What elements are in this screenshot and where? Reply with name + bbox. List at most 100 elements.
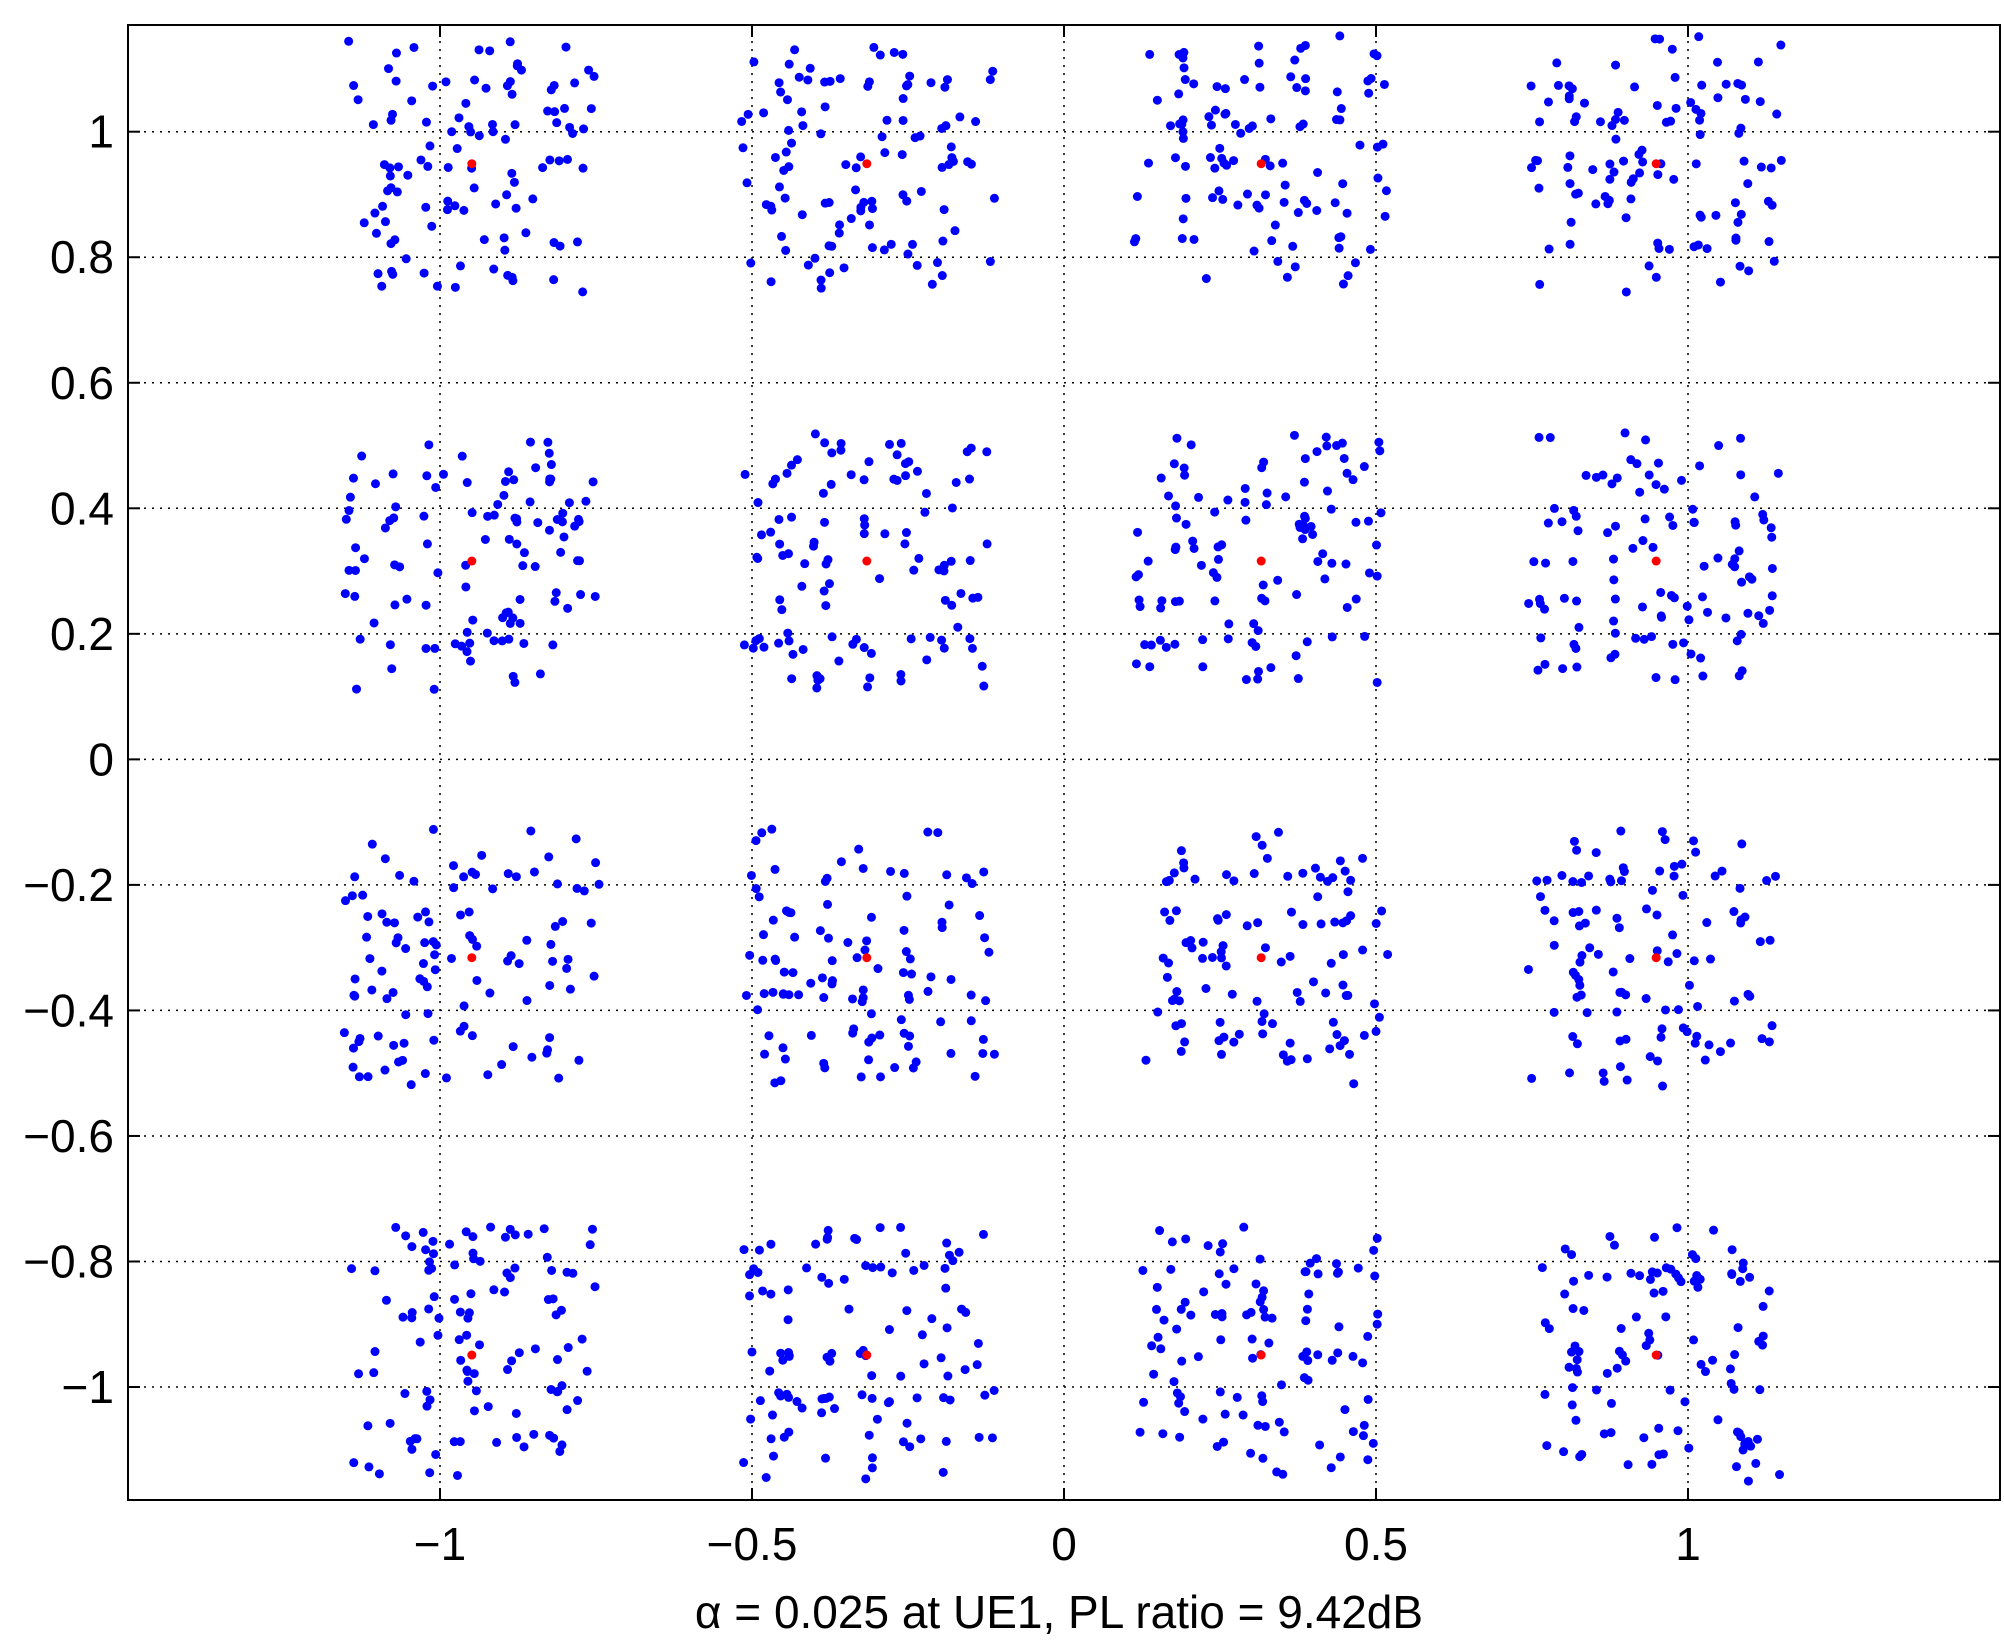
data-point <box>903 1041 913 1051</box>
data-point <box>459 205 469 215</box>
data-point <box>450 639 460 649</box>
data-point <box>817 1408 827 1418</box>
data-point <box>809 541 819 551</box>
data-point <box>1201 274 1211 284</box>
data-point <box>1288 241 1298 251</box>
data-point <box>1295 996 1305 1006</box>
data-point <box>989 1049 999 1059</box>
data-point <box>1273 827 1283 837</box>
constellation-point <box>1651 159 1661 169</box>
data-point <box>454 113 464 123</box>
data-point <box>1765 935 1775 945</box>
data-point <box>522 935 532 945</box>
data-point <box>1572 1039 1582 1049</box>
data-point <box>1732 636 1742 646</box>
data-point <box>1577 877 1587 887</box>
data-point <box>392 187 402 197</box>
data-point <box>1259 1286 1269 1296</box>
data-point <box>1557 871 1567 881</box>
data-point <box>1574 921 1584 931</box>
data-point <box>1296 43 1306 53</box>
data-point <box>410 1434 420 1444</box>
data-point <box>407 1242 417 1252</box>
data-point <box>1259 1305 1269 1315</box>
data-point <box>816 283 826 293</box>
data-point <box>1364 88 1374 98</box>
data-point <box>1152 1282 1162 1292</box>
data-point <box>1370 999 1380 1009</box>
data-point <box>932 258 942 268</box>
data-point <box>1253 1420 1263 1430</box>
data-point <box>441 77 451 87</box>
data-point <box>1574 906 1584 916</box>
data-point <box>500 1232 510 1242</box>
data-point <box>1733 78 1743 88</box>
data-point <box>1705 954 1715 964</box>
data-point <box>1155 635 1165 645</box>
data-point <box>425 1395 435 1405</box>
data-point <box>1568 556 1578 566</box>
data-point <box>1591 199 1601 209</box>
data-point <box>503 270 513 280</box>
data-point <box>545 155 555 165</box>
data-point <box>475 1340 485 1350</box>
data-point <box>821 1453 831 1463</box>
data-point <box>450 1294 460 1304</box>
data-point <box>1650 1232 1660 1242</box>
data-point <box>821 601 831 611</box>
data-point <box>1171 542 1181 552</box>
y-tick-labels: 10.80.60.40.20−0.2−0.4−0.6−0.8−1 <box>23 106 114 1413</box>
data-point <box>1695 130 1705 140</box>
data-point <box>815 674 825 684</box>
data-point <box>1743 1436 1753 1446</box>
data-point <box>1196 560 1206 570</box>
data-point <box>1736 209 1746 219</box>
data-point <box>1534 183 1544 193</box>
data-point <box>1613 107 1623 117</box>
data-point <box>856 206 866 216</box>
data-point <box>562 963 572 973</box>
data-point <box>1559 593 1569 603</box>
data-point <box>1775 1470 1785 1480</box>
data-point <box>385 1418 395 1428</box>
data-point <box>1612 913 1622 923</box>
data-point <box>1542 875 1552 885</box>
data-point <box>835 220 845 230</box>
data-point <box>961 1307 971 1317</box>
data-point <box>1647 885 1657 895</box>
data-point <box>811 1239 821 1249</box>
data-point <box>989 193 999 203</box>
data-point <box>790 45 800 55</box>
data-point <box>510 1263 520 1273</box>
data-point <box>1684 980 1694 990</box>
data-point <box>1273 575 1283 585</box>
data-point <box>1647 1459 1657 1469</box>
data-point <box>479 235 489 245</box>
data-point <box>1370 1271 1380 1281</box>
data-point <box>548 640 558 650</box>
data-point <box>1338 179 1348 189</box>
data-point <box>867 196 877 206</box>
data-point <box>403 170 413 180</box>
data-point <box>554 1073 564 1083</box>
data-point <box>797 1403 807 1413</box>
data-point <box>465 656 475 666</box>
data-point <box>1703 607 1713 617</box>
data-point <box>819 586 829 596</box>
data-point <box>1232 1392 1242 1402</box>
data-point <box>1762 876 1772 886</box>
data-point <box>916 1434 926 1444</box>
data-point <box>1577 951 1587 961</box>
data-point <box>1619 156 1629 166</box>
data-point <box>1260 1312 1270 1322</box>
data-point <box>1687 1250 1697 1260</box>
data-point <box>946 142 956 152</box>
data-point <box>582 1366 592 1376</box>
data-point <box>1175 119 1185 129</box>
data-point <box>1552 58 1562 68</box>
data-point <box>1326 504 1336 514</box>
data-point <box>797 210 807 220</box>
data-point <box>758 955 768 965</box>
data-point <box>468 1232 478 1242</box>
